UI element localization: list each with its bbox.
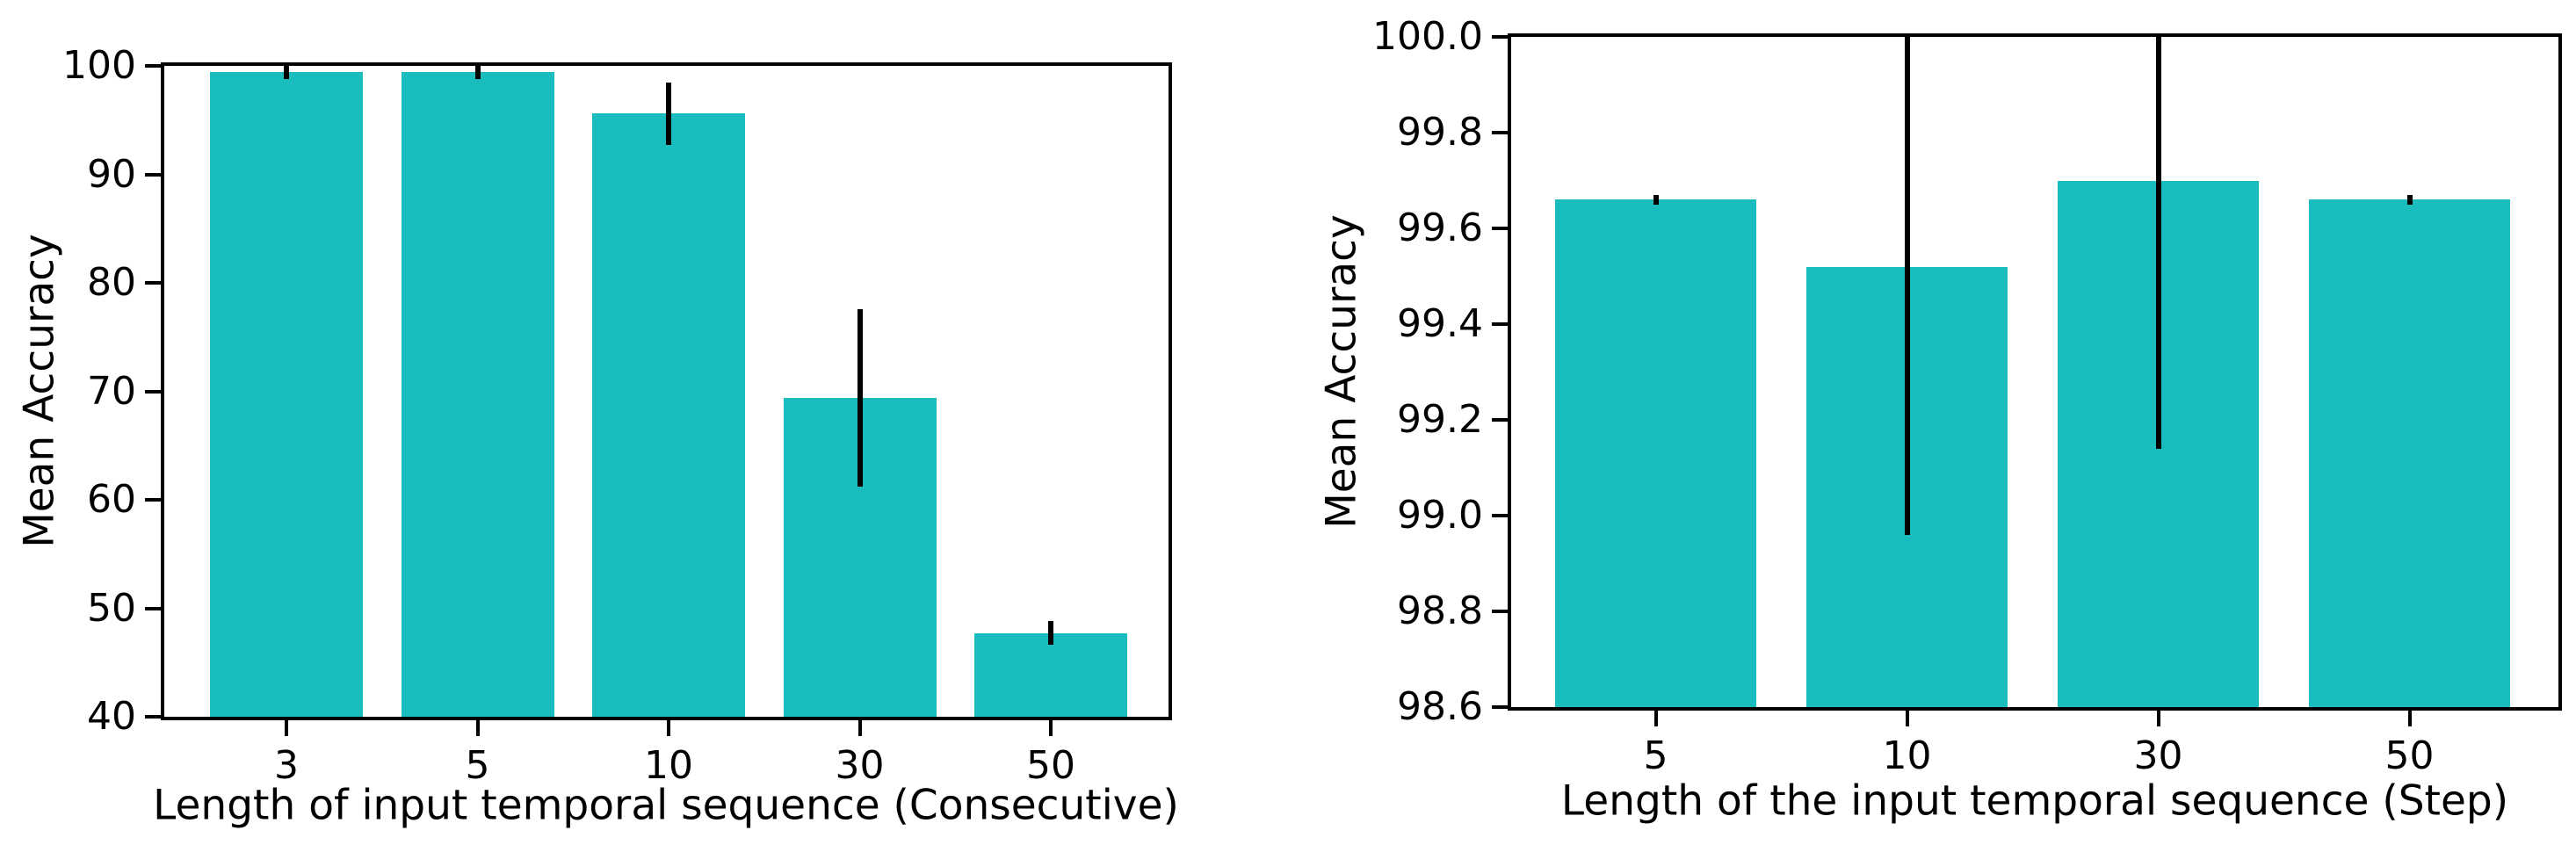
- x-tick-label: 10: [1882, 733, 1932, 778]
- x-tick-label: 3: [274, 743, 299, 788]
- x-tick-mark: [1653, 711, 1658, 726]
- x-tick-label: 5: [465, 743, 490, 788]
- y-tick-mark: [145, 64, 161, 68]
- y-tick-mark: [145, 172, 161, 177]
- y-tick-label: 98.6: [1397, 684, 1483, 729]
- x-tick-mark: [285, 720, 288, 736]
- bar: [210, 72, 363, 717]
- error-bar: [1904, 37, 1910, 535]
- plot-area: [164, 66, 1169, 717]
- y-tick-label: 60: [87, 477, 136, 522]
- x-axis-label: Length of input temporal sequence (Conse…: [153, 781, 1179, 830]
- x-tick-mark: [857, 720, 862, 736]
- y-tick-label: 99.2: [1397, 397, 1483, 442]
- y-tick-label: 99.0: [1397, 493, 1483, 538]
- y-tick-mark: [145, 715, 161, 719]
- error-bar: [666, 82, 671, 146]
- bar: [592, 113, 745, 717]
- plot-frame: [1508, 33, 2562, 711]
- x-tick-label: 30: [835, 743, 885, 788]
- x-tick-label: 5: [1643, 733, 1668, 778]
- x-tick-label: 50: [1026, 743, 1075, 788]
- y-tick-mark: [1492, 322, 1508, 326]
- x-tick-mark: [1905, 711, 1909, 726]
- error-bar: [857, 308, 863, 488]
- y-tick-mark: [1492, 514, 1508, 517]
- y-tick-label: 99.8: [1397, 110, 1483, 155]
- y-tick-mark: [145, 606, 161, 610]
- y-tick-mark: [145, 389, 161, 394]
- y-axis-label: Mean Accuracy: [1317, 214, 1366, 529]
- x-tick-mark: [2407, 711, 2412, 726]
- bar: [2309, 199, 2510, 707]
- y-tick-label: 40: [87, 694, 136, 739]
- y-tick-label: 98.8: [1397, 589, 1483, 633]
- plot-frame: [161, 62, 1172, 720]
- x-tick-mark: [667, 720, 670, 736]
- x-tick-label: 30: [2133, 733, 2183, 778]
- y-tick-mark: [145, 498, 161, 502]
- y-tick-mark: [1492, 610, 1508, 613]
- error-bar: [1653, 194, 1659, 205]
- x-axis-label: Length of the input temporal sequence (S…: [1560, 776, 2509, 826]
- y-tick-label: 70: [87, 368, 136, 414]
- x-tick-mark: [475, 720, 480, 736]
- x-tick-mark: [1049, 720, 1053, 736]
- bar: [401, 72, 554, 717]
- error-bar: [2406, 194, 2413, 205]
- error-bar: [284, 66, 289, 79]
- error-bar: [474, 66, 481, 79]
- x-tick-mark: [2156, 711, 2160, 726]
- x-tick-label: 10: [644, 743, 693, 788]
- error-bar: [1048, 621, 1053, 646]
- y-tick-mark: [1492, 227, 1508, 230]
- y-tick-label: 99.6: [1397, 206, 1483, 250]
- bar: [1555, 199, 1756, 707]
- plot-area: [1511, 37, 2558, 707]
- y-tick-label: 80: [87, 260, 136, 305]
- y-tick-mark: [1492, 131, 1508, 134]
- x-tick-label: 50: [2384, 733, 2435, 778]
- y-tick-label: 90: [87, 151, 136, 197]
- y-tick-mark: [1492, 418, 1508, 422]
- error-bar: [2155, 37, 2161, 449]
- y-tick-label: 50: [87, 585, 136, 631]
- y-tick-label: 100.0: [1372, 14, 1483, 59]
- y-tick-mark: [1492, 705, 1508, 709]
- y-tick-label: 99.4: [1397, 301, 1483, 346]
- y-tick-mark: [145, 281, 161, 285]
- y-tick-label: 100: [62, 43, 136, 88]
- bar: [974, 632, 1127, 717]
- y-tick-mark: [1492, 35, 1508, 39]
